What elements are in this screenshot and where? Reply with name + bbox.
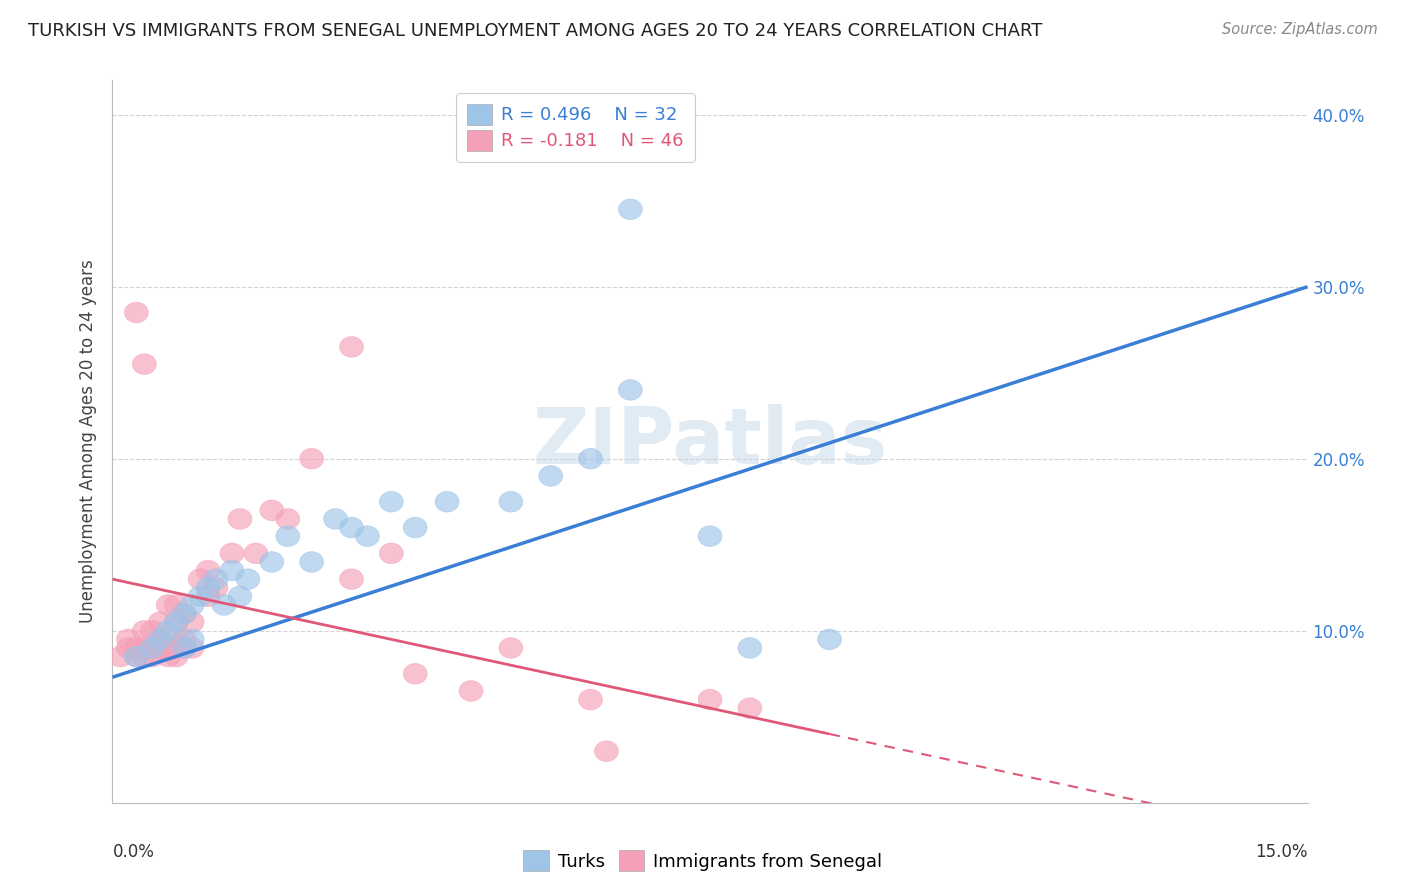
Ellipse shape: [404, 517, 427, 538]
Ellipse shape: [340, 336, 364, 357]
Ellipse shape: [141, 621, 165, 641]
Ellipse shape: [124, 646, 149, 667]
Ellipse shape: [228, 586, 252, 607]
Ellipse shape: [141, 646, 165, 667]
Ellipse shape: [204, 569, 228, 590]
Ellipse shape: [132, 638, 156, 658]
Ellipse shape: [818, 629, 842, 649]
Ellipse shape: [197, 560, 221, 581]
Ellipse shape: [619, 380, 643, 401]
Ellipse shape: [299, 449, 323, 469]
Ellipse shape: [499, 638, 523, 658]
Ellipse shape: [141, 638, 165, 658]
Ellipse shape: [212, 595, 236, 615]
Ellipse shape: [188, 569, 212, 590]
Ellipse shape: [124, 638, 149, 658]
Ellipse shape: [197, 577, 221, 599]
Ellipse shape: [165, 612, 188, 632]
Ellipse shape: [132, 621, 156, 641]
Ellipse shape: [156, 638, 180, 658]
Text: 15.0%: 15.0%: [1256, 843, 1308, 861]
Ellipse shape: [595, 741, 619, 762]
Ellipse shape: [260, 551, 284, 573]
Ellipse shape: [173, 603, 197, 624]
Ellipse shape: [380, 491, 404, 512]
Ellipse shape: [699, 690, 723, 710]
Legend: Turks, Immigrants from Senegal: Turks, Immigrants from Senegal: [516, 843, 890, 879]
Ellipse shape: [579, 690, 603, 710]
Ellipse shape: [219, 560, 245, 581]
Ellipse shape: [132, 646, 156, 667]
Ellipse shape: [180, 629, 204, 649]
Ellipse shape: [180, 612, 204, 632]
Ellipse shape: [458, 681, 484, 701]
Ellipse shape: [245, 543, 269, 564]
Ellipse shape: [180, 638, 204, 658]
Ellipse shape: [236, 569, 260, 590]
Text: TURKISH VS IMMIGRANTS FROM SENEGAL UNEMPLOYMENT AMONG AGES 20 TO 24 YEARS CORREL: TURKISH VS IMMIGRANTS FROM SENEGAL UNEMP…: [28, 22, 1042, 40]
Ellipse shape: [156, 621, 180, 641]
Ellipse shape: [699, 526, 723, 547]
Ellipse shape: [156, 595, 180, 615]
Ellipse shape: [188, 586, 212, 607]
Ellipse shape: [149, 638, 173, 658]
Ellipse shape: [180, 595, 204, 615]
Ellipse shape: [356, 526, 380, 547]
Y-axis label: Unemployment Among Ages 20 to 24 years: Unemployment Among Ages 20 to 24 years: [79, 260, 97, 624]
Ellipse shape: [108, 646, 132, 667]
Ellipse shape: [228, 508, 252, 529]
Ellipse shape: [165, 612, 188, 632]
Ellipse shape: [165, 629, 188, 649]
Ellipse shape: [436, 491, 460, 512]
Ellipse shape: [173, 638, 197, 658]
Ellipse shape: [149, 629, 173, 649]
Ellipse shape: [619, 199, 643, 219]
Ellipse shape: [165, 595, 188, 615]
Ellipse shape: [173, 638, 197, 658]
Ellipse shape: [276, 526, 299, 547]
Ellipse shape: [149, 612, 173, 632]
Ellipse shape: [132, 354, 156, 375]
Ellipse shape: [340, 517, 364, 538]
Ellipse shape: [149, 629, 173, 649]
Text: 0.0%: 0.0%: [112, 843, 155, 861]
Ellipse shape: [579, 449, 603, 469]
Ellipse shape: [141, 638, 165, 658]
Ellipse shape: [276, 508, 299, 529]
Ellipse shape: [124, 646, 149, 667]
Ellipse shape: [117, 638, 141, 658]
Ellipse shape: [404, 664, 427, 684]
Text: Source: ZipAtlas.com: Source: ZipAtlas.com: [1222, 22, 1378, 37]
Legend: R = 0.496    N = 32, R = -0.181    N = 46: R = 0.496 N = 32, R = -0.181 N = 46: [456, 93, 695, 161]
Ellipse shape: [173, 603, 197, 624]
Ellipse shape: [117, 629, 141, 649]
Ellipse shape: [260, 500, 284, 521]
Ellipse shape: [538, 466, 562, 486]
Ellipse shape: [156, 646, 180, 667]
Ellipse shape: [340, 569, 364, 590]
Ellipse shape: [499, 491, 523, 512]
Ellipse shape: [124, 302, 149, 323]
Ellipse shape: [738, 698, 762, 719]
Ellipse shape: [380, 543, 404, 564]
Ellipse shape: [299, 551, 323, 573]
Ellipse shape: [165, 646, 188, 667]
Ellipse shape: [323, 508, 347, 529]
Ellipse shape: [738, 638, 762, 658]
Ellipse shape: [197, 586, 221, 607]
Text: ZIPatlas: ZIPatlas: [533, 403, 887, 480]
Ellipse shape: [204, 577, 228, 599]
Ellipse shape: [219, 543, 245, 564]
Ellipse shape: [173, 629, 197, 649]
